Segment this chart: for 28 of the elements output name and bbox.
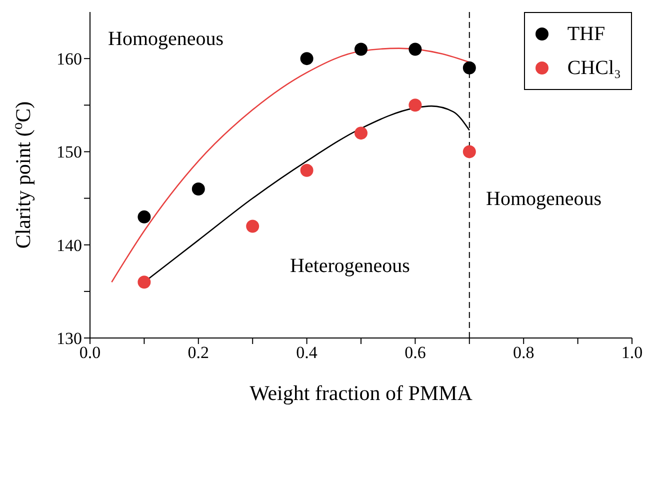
point bbox=[192, 182, 205, 196]
point bbox=[246, 220, 260, 233]
x-tick-label: 1.0 bbox=[621, 343, 643, 362]
y-tick-label: 160 bbox=[56, 50, 82, 69]
point bbox=[354, 126, 368, 140]
x-tick-label: 0.6 bbox=[404, 343, 426, 362]
legend-label: CHCl₃ bbox=[567, 56, 621, 80]
point bbox=[138, 276, 151, 289]
x-tick-label: 0.2 bbox=[188, 343, 210, 362]
point bbox=[462, 61, 476, 74]
annotation: Heterogeneous bbox=[290, 255, 410, 277]
point bbox=[354, 42, 368, 56]
point bbox=[408, 98, 422, 112]
point bbox=[300, 52, 314, 66]
x-tick-label: 0.4 bbox=[296, 343, 318, 362]
x-axis-title: Weight fraction of PMMA bbox=[250, 381, 474, 405]
point bbox=[138, 210, 151, 224]
annotation: Homogeneous bbox=[108, 28, 224, 50]
y-tick-label: 150 bbox=[56, 142, 82, 162]
point bbox=[300, 164, 314, 177]
x-tick-label: 0.8 bbox=[512, 343, 534, 362]
y-tick-label: 140 bbox=[56, 236, 82, 255]
y-tick-label: 130 bbox=[56, 329, 82, 348]
legend-label: THF bbox=[567, 22, 606, 46]
annotation: Homogeneous bbox=[486, 188, 602, 210]
x-tick-label: 0.0 bbox=[79, 343, 101, 362]
point bbox=[408, 42, 422, 56]
point bbox=[462, 145, 476, 158]
